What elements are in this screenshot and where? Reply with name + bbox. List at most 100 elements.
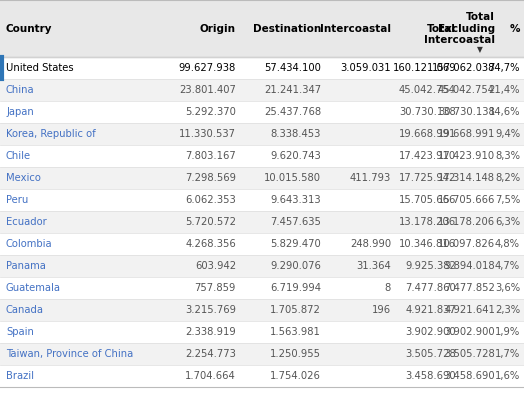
- Text: 4,8%: 4,8%: [495, 239, 520, 249]
- Text: 3.458.690: 3.458.690: [444, 371, 495, 381]
- Text: 5.829.470: 5.829.470: [270, 239, 321, 249]
- Text: 17.725.942: 17.725.942: [399, 173, 456, 183]
- Text: Brazil: Brazil: [6, 371, 34, 381]
- Text: 23.801.407: 23.801.407: [179, 85, 236, 95]
- Text: 15.705.666: 15.705.666: [438, 195, 495, 205]
- Text: 19.668.991: 19.668.991: [399, 129, 456, 139]
- Text: 10.346.816: 10.346.816: [399, 239, 456, 249]
- Text: 160.121.069: 160.121.069: [392, 63, 456, 73]
- Text: 3.458.690: 3.458.690: [406, 371, 456, 381]
- Text: 31.364: 31.364: [356, 261, 391, 271]
- Text: 9.925.382: 9.925.382: [405, 261, 456, 271]
- Text: Chile: Chile: [6, 151, 31, 161]
- Text: Peru: Peru: [6, 195, 28, 205]
- Text: 8: 8: [385, 283, 391, 293]
- Text: 248.990: 248.990: [350, 239, 391, 249]
- Text: 157.062.038: 157.062.038: [432, 63, 495, 73]
- Text: 57.434.100: 57.434.100: [264, 63, 321, 73]
- Text: 1.705.872: 1.705.872: [270, 305, 321, 315]
- Text: 7.477.860: 7.477.860: [405, 283, 456, 293]
- Bar: [0, 79, 524, 101]
- Text: 9.894.018: 9.894.018: [444, 261, 495, 271]
- Bar: [0, 145, 524, 167]
- Text: Total: Total: [427, 24, 456, 33]
- Text: 21.241.347: 21.241.347: [264, 85, 321, 95]
- Text: 8.338.453: 8.338.453: [270, 129, 321, 139]
- Text: Korea, Republic of: Korea, Republic of: [6, 129, 96, 139]
- Text: 45.042.754: 45.042.754: [399, 85, 456, 95]
- Text: 3.902.900: 3.902.900: [444, 327, 495, 337]
- Text: 25.437.768: 25.437.768: [264, 107, 321, 117]
- Text: 7,5%: 7,5%: [495, 195, 520, 205]
- Text: 9.620.743: 9.620.743: [270, 151, 321, 161]
- Bar: [0, 101, 524, 123]
- Text: 1.704.664: 1.704.664: [185, 371, 236, 381]
- Text: 7.457.635: 7.457.635: [270, 217, 321, 227]
- Text: 10.015.580: 10.015.580: [264, 173, 321, 183]
- Bar: [0, 189, 524, 211]
- Text: 4.921.837: 4.921.837: [405, 305, 456, 315]
- Bar: [0, 365, 524, 387]
- Text: 9,4%: 9,4%: [495, 129, 520, 139]
- Text: Spain: Spain: [6, 327, 34, 337]
- Bar: [0, 211, 524, 233]
- Text: 3.215.769: 3.215.769: [185, 305, 236, 315]
- Text: 45.042.754: 45.042.754: [438, 85, 495, 95]
- Bar: [0, 167, 524, 189]
- Bar: [0, 233, 524, 255]
- Text: 1.250.955: 1.250.955: [270, 349, 321, 359]
- Text: Canada: Canada: [6, 305, 44, 315]
- Text: 11.330.537: 11.330.537: [179, 129, 236, 139]
- Text: 3.059.031: 3.059.031: [341, 63, 391, 73]
- Text: 3.505.728: 3.505.728: [444, 349, 495, 359]
- Text: 13.178.206: 13.178.206: [399, 217, 456, 227]
- Text: 196: 196: [372, 305, 391, 315]
- Text: 7.298.569: 7.298.569: [185, 173, 236, 183]
- Text: 9.290.076: 9.290.076: [270, 261, 321, 271]
- Text: 17.314.148: 17.314.148: [438, 173, 495, 183]
- Text: 5.720.572: 5.720.572: [185, 217, 236, 227]
- Text: 3.505.728: 3.505.728: [405, 349, 456, 359]
- Text: 4.921.641: 4.921.641: [444, 305, 495, 315]
- Text: 6.062.353: 6.062.353: [185, 195, 236, 205]
- Text: 5.292.370: 5.292.370: [185, 107, 236, 117]
- Text: 17.423.910: 17.423.910: [399, 151, 456, 161]
- Bar: [0, 123, 524, 145]
- Text: 74,7%: 74,7%: [488, 63, 520, 73]
- Text: 99.627.938: 99.627.938: [179, 63, 236, 73]
- Text: 10.097.826: 10.097.826: [438, 239, 495, 249]
- Text: 603.942: 603.942: [195, 261, 236, 271]
- Text: 757.859: 757.859: [194, 283, 236, 293]
- Text: 21,4%: 21,4%: [488, 85, 520, 95]
- Text: 4,7%: 4,7%: [495, 261, 520, 271]
- Text: Mexico: Mexico: [6, 173, 41, 183]
- Text: 30.730.138: 30.730.138: [438, 107, 495, 117]
- Bar: [0, 255, 524, 277]
- Bar: [0, 57, 524, 79]
- Bar: [0, 277, 524, 299]
- Text: Destination: Destination: [253, 24, 321, 33]
- Text: 13.178.206: 13.178.206: [438, 217, 495, 227]
- Text: 6.719.994: 6.719.994: [270, 283, 321, 293]
- Text: 2.254.773: 2.254.773: [185, 349, 236, 359]
- Text: 4.268.356: 4.268.356: [185, 239, 236, 249]
- Text: 7.477.852: 7.477.852: [444, 283, 495, 293]
- Text: 17.423.910: 17.423.910: [438, 151, 495, 161]
- Text: 1.563.981: 1.563.981: [270, 327, 321, 337]
- Text: 6,3%: 6,3%: [495, 217, 520, 227]
- Text: 2.338.919: 2.338.919: [185, 327, 236, 337]
- Text: Guatemala: Guatemala: [6, 283, 61, 293]
- Text: Origin: Origin: [200, 24, 236, 33]
- Text: 8,3%: 8,3%: [495, 151, 520, 161]
- Text: Total
Excluding
Intercoastal: Total Excluding Intercoastal: [424, 12, 495, 45]
- Text: Country: Country: [6, 24, 52, 33]
- Text: Colombia: Colombia: [6, 239, 52, 249]
- Text: 1,6%: 1,6%: [495, 371, 520, 381]
- Text: 3,6%: 3,6%: [495, 283, 520, 293]
- Text: ▼: ▼: [476, 45, 483, 54]
- Text: 3.902.900: 3.902.900: [406, 327, 456, 337]
- Bar: [0, 299, 524, 321]
- Bar: [0, 321, 524, 343]
- Text: 14,6%: 14,6%: [488, 107, 520, 117]
- Text: 1.754.026: 1.754.026: [270, 371, 321, 381]
